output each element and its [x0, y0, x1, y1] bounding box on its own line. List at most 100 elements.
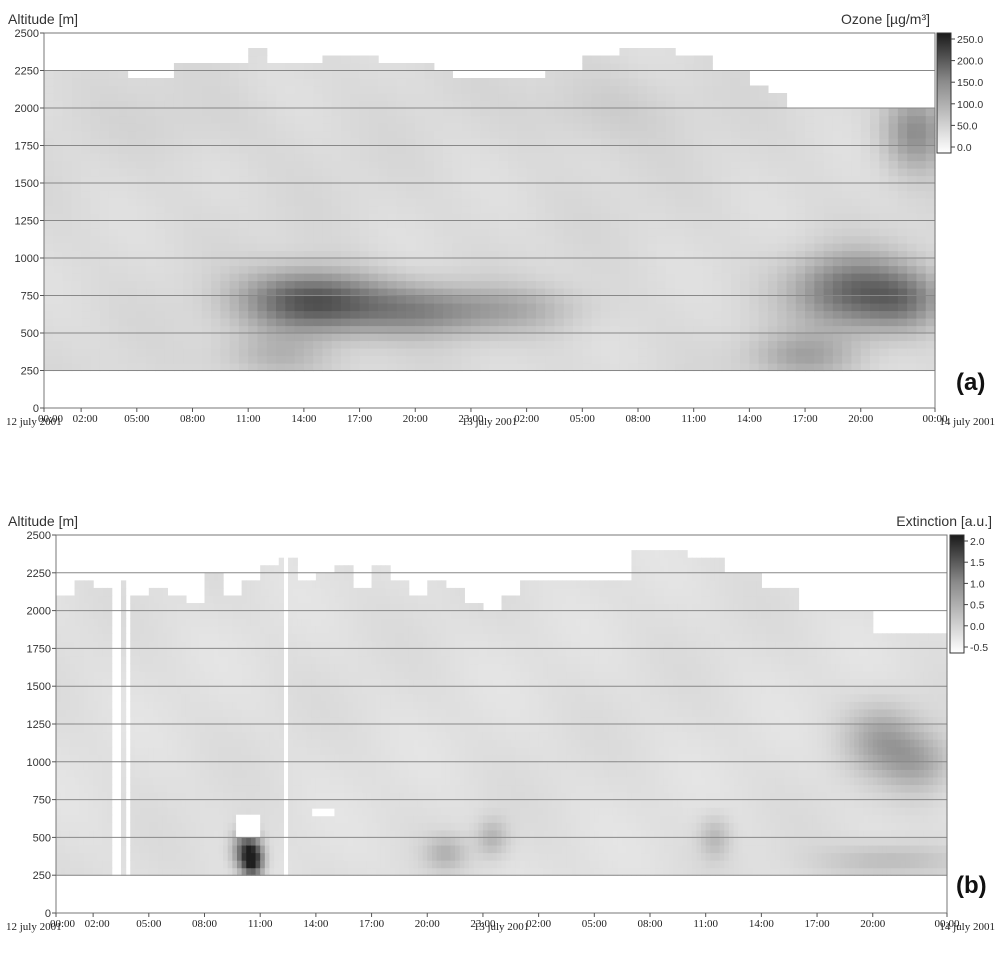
- heatmap-cell: [851, 168, 862, 177]
- heatmap-cell: [498, 78, 509, 87]
- heatmap-cell: [331, 160, 342, 169]
- heatmap-cell: [489, 153, 500, 162]
- heatmap-cell: [498, 348, 509, 357]
- heatmap-cell: [870, 333, 880, 342]
- heatmap-cell: [248, 288, 259, 297]
- heatmap-cell: [53, 115, 64, 124]
- heatmap-cell: [350, 280, 361, 289]
- heatmap-cell: [897, 190, 908, 199]
- heatmap-cell: [322, 250, 333, 259]
- heatmap-cell: [916, 295, 927, 304]
- heatmap-cell: [136, 325, 147, 334]
- heatmap-cell: [758, 355, 769, 364]
- heatmap-cell: [313, 168, 324, 177]
- heatmap-cell: [120, 837, 127, 846]
- heatmap-cell: [192, 130, 203, 139]
- heatmap-cell: [266, 168, 277, 177]
- heatmap-cell: [415, 228, 426, 237]
- heatmap-cell: [331, 318, 342, 327]
- heatmap-cell: [120, 754, 127, 763]
- heatmap-cell: [65, 678, 71, 687]
- heatmap-cell: [805, 303, 815, 312]
- heatmap-cell: [684, 303, 695, 312]
- heatmap-cell: [108, 265, 119, 274]
- heatmap-cell: [322, 168, 333, 177]
- heatmap-cell: [181, 701, 187, 710]
- heatmap-cell: [276, 348, 286, 357]
- heatmap-cell: [201, 363, 212, 372]
- heatmap-cell: [805, 130, 815, 139]
- heatmap-cell: [610, 280, 621, 289]
- heatmap-cell: [331, 168, 342, 177]
- heatmap-cell: [675, 228, 686, 237]
- heatmap-cell: [62, 205, 73, 214]
- heatmap-cell: [90, 198, 101, 207]
- heatmap-cell: [647, 93, 658, 102]
- heatmap-cell: [164, 250, 175, 259]
- heatmap-cell: [83, 784, 90, 793]
- heatmap-cell: [498, 295, 509, 304]
- heatmap-cell: [591, 235, 602, 244]
- heatmap-cell: [155, 325, 166, 334]
- heatmap-cell: [563, 138, 574, 147]
- heatmap-cell: [897, 115, 908, 124]
- heatmap-cell: [229, 228, 240, 237]
- heatmap-cell: [508, 235, 518, 244]
- heatmap-cell: [238, 273, 249, 282]
- heatmap-cell: [545, 288, 556, 297]
- heatmap-cell: [675, 123, 686, 132]
- heatmap-cell: [322, 295, 333, 304]
- heatmap-cell: [786, 333, 797, 342]
- heatmap-cell: [573, 93, 583, 102]
- heatmap-cell: [415, 123, 426, 132]
- heatmap-cell: [730, 280, 741, 289]
- heatmap-cell: [90, 310, 101, 319]
- heatmap-cell: [508, 78, 518, 87]
- heatmap-cell: [684, 250, 695, 259]
- heatmap-cell: [805, 153, 815, 162]
- heatmap-cell: [545, 235, 556, 244]
- heatmap-cell: [99, 190, 110, 199]
- heatmap-cell: [897, 348, 908, 357]
- heatmap-cell: [647, 183, 658, 192]
- heatmap-cell: [470, 220, 481, 229]
- heatmap-cell: [359, 160, 370, 169]
- heatmap-cell: [83, 746, 90, 755]
- heatmap-cell: [266, 70, 277, 79]
- heatmap-cell: [62, 288, 73, 297]
- heatmap-cell: [81, 100, 92, 109]
- heatmap-cell: [257, 265, 268, 274]
- heatmap-cell: [276, 228, 286, 237]
- heatmap-cell: [508, 288, 518, 297]
- heatmap-cell: [600, 138, 611, 147]
- heatmap-cell: [155, 333, 166, 342]
- heatmap-cell: [248, 265, 259, 274]
- heatmap-cell: [181, 708, 187, 718]
- heatmap-cell: [656, 100, 667, 109]
- heatmap-cell: [638, 220, 648, 229]
- heatmap-cell: [433, 363, 444, 372]
- heatmap-cell: [925, 183, 936, 192]
- heatmap-cell: [452, 115, 463, 124]
- heatmap-cell: [248, 318, 259, 327]
- heatmap-cell: [897, 355, 908, 364]
- heatmap-cell: [341, 78, 351, 87]
- heatmap-cell: [452, 265, 463, 274]
- heatmap-cell: [130, 640, 136, 649]
- heatmap-cell: [153, 633, 159, 642]
- heatmap-cell: [220, 250, 231, 259]
- heatmap-cell: [860, 243, 871, 252]
- heatmap-cell: [201, 168, 212, 177]
- heatmap-cell: [331, 213, 342, 222]
- heatmap-cell: [888, 310, 899, 319]
- heatmap-cell: [229, 63, 240, 72]
- heatmap-cell: [127, 213, 138, 222]
- heatmap-cell: [266, 325, 277, 334]
- heatmap-cell: [396, 183, 407, 192]
- heatmap-cell: [285, 333, 296, 342]
- heatmap-cell: [545, 78, 556, 87]
- heatmap-cell: [167, 844, 173, 854]
- heatmap-cell: [146, 160, 156, 169]
- heatmap-cell: [860, 108, 871, 117]
- heatmap-cell: [387, 280, 398, 289]
